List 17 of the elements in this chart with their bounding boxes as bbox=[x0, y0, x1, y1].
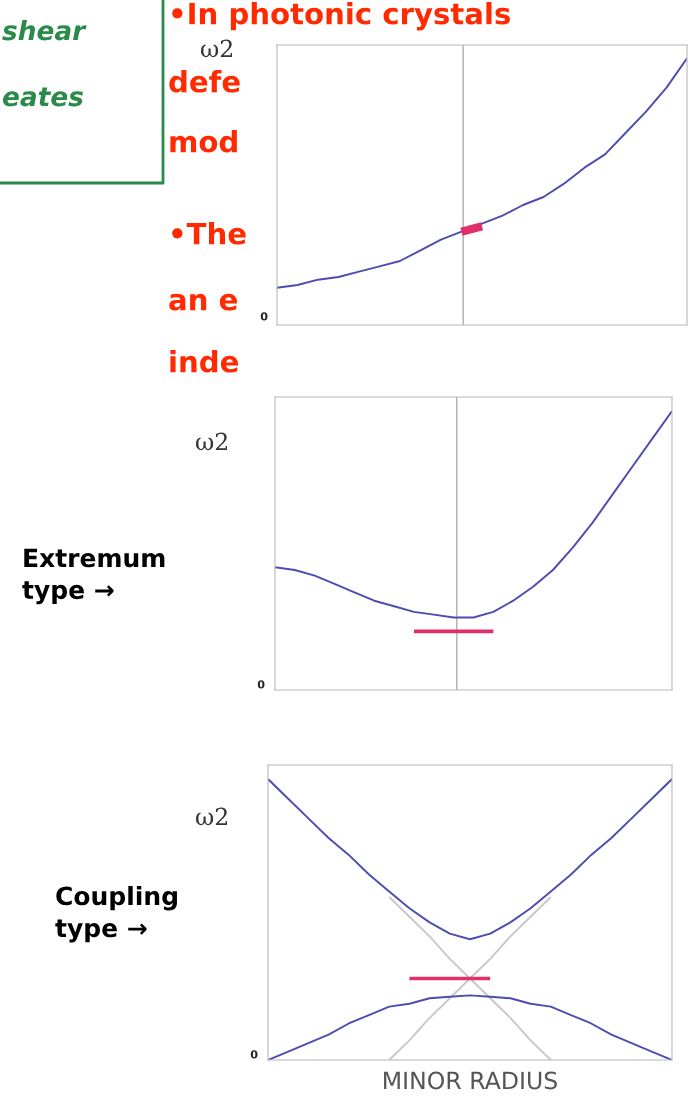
text: Coupling type → bbox=[55, 886, 177, 943]
text: mod bbox=[170, 130, 237, 153]
text: •In photonic crystals bbox=[172, 2, 510, 31]
y-axis-title: ω2 bbox=[201, 39, 232, 58]
y-axis-title: ω2 bbox=[196, 807, 227, 826]
text: 0 bbox=[260, 312, 268, 321]
text: defe bbox=[169, 70, 240, 93]
text: inde bbox=[170, 350, 239, 373]
text: 0 bbox=[257, 680, 265, 689]
y-axis-title: ω2 bbox=[196, 432, 227, 451]
text: Extremum type → bbox=[22, 548, 165, 605]
x-axis-title: MINOR RADIUS bbox=[384, 1071, 557, 1090]
text: •The bbox=[172, 222, 246, 245]
text: 0 bbox=[250, 1050, 258, 1059]
text: shear bbox=[2, 20, 87, 41]
text: an e bbox=[169, 293, 237, 311]
text: eates bbox=[2, 87, 83, 107]
